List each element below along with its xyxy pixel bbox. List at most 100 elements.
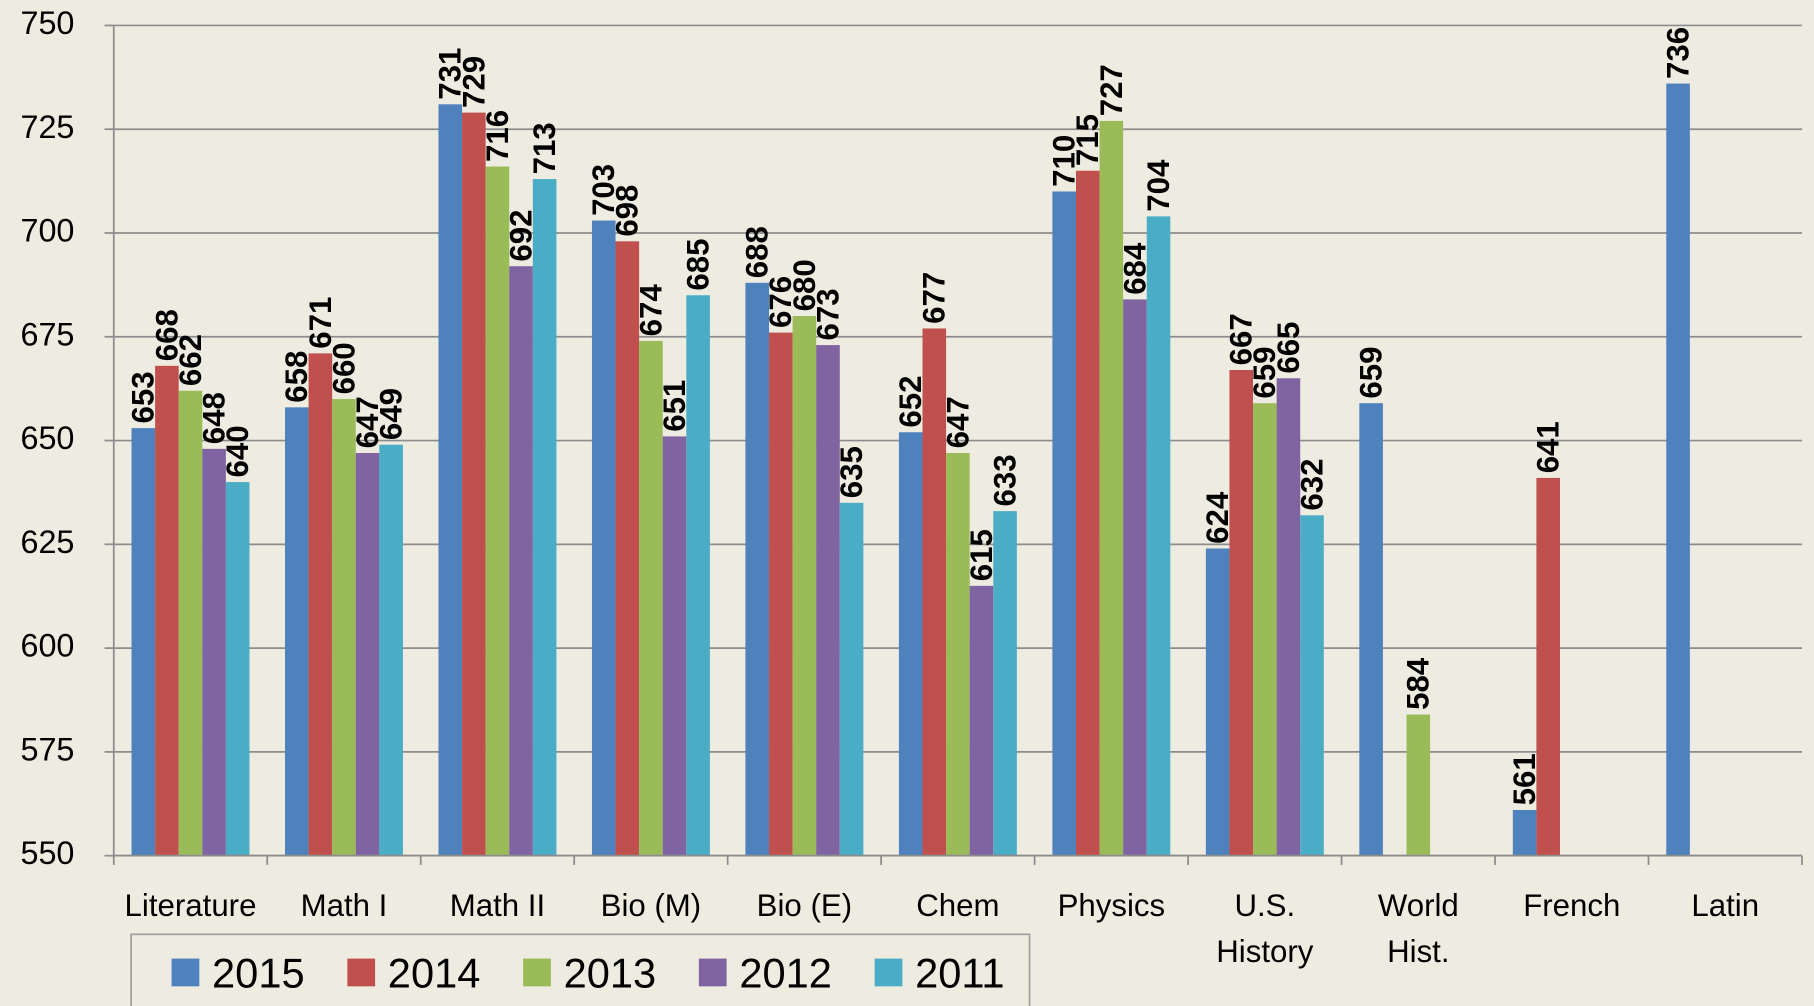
y-tick-label: 700 xyxy=(20,213,74,249)
data-label: 698 xyxy=(610,185,645,237)
data-label: 731 xyxy=(433,48,468,100)
bar xyxy=(1205,548,1230,856)
x-tick-label: French xyxy=(1523,888,1620,923)
data-label: 727 xyxy=(1094,64,1129,116)
data-label: 665 xyxy=(1271,322,1306,374)
data-label: 652 xyxy=(893,376,928,428)
bar xyxy=(1123,299,1147,856)
bar xyxy=(155,365,179,856)
bar xyxy=(591,220,616,856)
data-label: 648 xyxy=(196,392,231,444)
data-label: 692 xyxy=(503,209,538,261)
bar xyxy=(355,453,380,856)
y-tick-label: 725 xyxy=(20,109,74,145)
data-label: 674 xyxy=(633,284,668,337)
bar xyxy=(1666,83,1690,856)
data-label: 584 xyxy=(1401,657,1436,710)
bar xyxy=(1075,170,1100,856)
legend-swatch xyxy=(698,958,727,987)
y-tick-label: 600 xyxy=(20,628,74,664)
bar xyxy=(532,179,557,856)
bar xyxy=(615,241,640,856)
x-tick-label: Literature xyxy=(125,888,257,923)
bar xyxy=(1146,216,1171,856)
bar xyxy=(839,502,864,856)
data-label: 647 xyxy=(350,396,385,448)
bar xyxy=(946,453,970,856)
bar xyxy=(1536,477,1560,856)
bar xyxy=(662,436,687,856)
legend-swatch xyxy=(347,958,376,987)
y-tick-label: 550 xyxy=(20,835,74,871)
bar xyxy=(816,345,840,856)
legend-swatch xyxy=(171,958,200,987)
data-label: 662 xyxy=(173,334,208,386)
y-tick-label: 750 xyxy=(20,5,74,41)
bar xyxy=(485,166,510,856)
bar xyxy=(1359,403,1383,856)
data-label: 716 xyxy=(480,110,515,162)
bar xyxy=(1406,714,1431,856)
data-label: 649 xyxy=(374,388,409,440)
bar xyxy=(308,353,333,856)
legend-swatch xyxy=(523,958,551,987)
data-label: 561 xyxy=(1507,753,1542,805)
data-label: 660 xyxy=(326,342,361,394)
data-label: 658 xyxy=(279,351,314,403)
bar xyxy=(969,585,994,856)
x-tick-label: Bio (M) xyxy=(601,888,702,923)
data-label: 710 xyxy=(1047,135,1082,187)
bar xyxy=(686,295,710,856)
bar xyxy=(1229,369,1254,856)
bar xyxy=(438,104,463,856)
data-label: 653 xyxy=(126,371,161,423)
bar xyxy=(131,428,156,856)
data-label: 704 xyxy=(1141,159,1176,212)
data-label: 668 xyxy=(149,309,184,361)
bar xyxy=(332,399,356,856)
x-tick-label: Math I xyxy=(301,888,388,923)
legend-box xyxy=(130,933,1031,1006)
data-label: 640 xyxy=(220,425,255,477)
data-label: 641 xyxy=(1531,421,1566,473)
data-label: 685 xyxy=(681,239,716,291)
data-label: 659 xyxy=(1354,346,1389,398)
data-label: 684 xyxy=(1117,242,1152,295)
data-label: 729 xyxy=(456,56,491,108)
bar xyxy=(922,328,947,856)
data-label: 677 xyxy=(917,272,952,324)
bar xyxy=(898,432,923,856)
data-label: 688 xyxy=(740,226,775,278)
bar xyxy=(202,448,226,856)
data-label: 635 xyxy=(834,446,869,498)
data-label: 680 xyxy=(787,259,822,311)
bar xyxy=(1099,120,1124,856)
bar xyxy=(1300,515,1324,856)
bar xyxy=(792,316,817,856)
data-label: 633 xyxy=(987,454,1022,506)
bar xyxy=(1276,378,1301,856)
bar xyxy=(1512,810,1537,856)
data-label: 659 xyxy=(1247,346,1282,398)
data-label: 673 xyxy=(810,288,845,340)
y-tick-label: 625 xyxy=(20,524,74,560)
bar xyxy=(769,332,793,856)
bar xyxy=(379,444,403,856)
data-label: 632 xyxy=(1294,459,1329,511)
data-label: 703 xyxy=(586,164,621,216)
legend-label: 2011 xyxy=(915,949,1004,996)
x-tick-label: Chem xyxy=(916,888,999,923)
x-tick-label: Math II xyxy=(450,888,545,923)
bar xyxy=(745,282,770,856)
bar xyxy=(285,407,309,856)
bar xyxy=(993,511,1017,856)
legend-label: 2014 xyxy=(388,949,481,996)
bar xyxy=(1253,403,1277,856)
bar xyxy=(639,340,663,856)
x-tick-label: Latin xyxy=(1691,888,1759,923)
data-label: 651 xyxy=(657,380,692,432)
bar xyxy=(509,266,533,856)
bar xyxy=(225,482,250,856)
